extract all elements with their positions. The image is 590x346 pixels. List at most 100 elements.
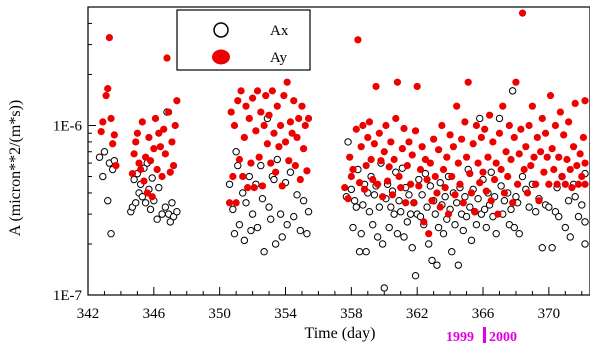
- ay-point: [267, 159, 275, 167]
- ay-point: [230, 121, 239, 130]
- ay-point: [303, 167, 311, 175]
- ay-point: [163, 54, 171, 62]
- ax-point: [370, 191, 379, 199]
- ay-point: [565, 118, 573, 126]
- ay-point: [400, 124, 408, 133]
- ax-point: [225, 180, 234, 188]
- ax-point: [431, 210, 439, 218]
- ax-point: [278, 233, 286, 241]
- ay-point: [453, 102, 461, 110]
- ax-point: [365, 208, 374, 216]
- ay-point: [538, 114, 546, 123]
- ax-point: [248, 210, 257, 218]
- ay-point: [574, 180, 583, 188]
- ay-point: [464, 78, 472, 86]
- ay-point: [502, 148, 510, 156]
- ax-point: [525, 203, 533, 211]
- ay-point: [235, 155, 244, 164]
- ay-point: [423, 175, 431, 184]
- ay-point: [392, 114, 400, 123]
- ax-point: [153, 215, 161, 223]
- ay-point: [150, 145, 158, 153]
- ay-point: [458, 135, 466, 143]
- ay-point: [268, 87, 276, 95]
- ax-point: [510, 223, 518, 232]
- ay-point: [523, 189, 532, 197]
- ay-point: [416, 165, 425, 174]
- ay-point: [130, 150, 138, 158]
- ay-point: [286, 118, 295, 126]
- ay-point: [168, 138, 176, 146]
- ay-point: [295, 114, 303, 123]
- ay-point: [387, 138, 395, 146]
- ay-point: [406, 180, 415, 188]
- ay-point: [443, 153, 451, 161]
- ax-point: [448, 248, 456, 256]
- ax-point: [425, 240, 433, 248]
- ax-point: [290, 212, 298, 221]
- ay-point: [383, 177, 392, 185]
- ax-point: [400, 233, 408, 241]
- ay-point: [532, 180, 540, 188]
- ay-point: [357, 143, 365, 151]
- ax-point: [286, 168, 295, 176]
- ay-point: [479, 168, 487, 176]
- ay-point: [379, 193, 387, 201]
- ax-point: [247, 226, 255, 235]
- ay-point: [513, 180, 522, 188]
- ay-point: [377, 157, 385, 165]
- year-label-1999: 1999: [446, 330, 474, 345]
- ay-point: [293, 133, 301, 142]
- year-boundary-marker: [483, 327, 486, 343]
- ax-point: [99, 172, 107, 181]
- ax-point: [369, 220, 377, 229]
- ax-point: [416, 212, 425, 221]
- ay-point: [489, 138, 497, 146]
- ax-point: [397, 208, 405, 216]
- ax-point: [240, 236, 249, 245]
- ay-point: [410, 199, 418, 207]
- ay-point: [459, 199, 467, 207]
- ax-point: [578, 201, 586, 209]
- year-label-2000: 2000: [489, 330, 517, 345]
- x-tick-label: 346: [143, 306, 166, 322]
- ax-point: [169, 212, 178, 221]
- x-tick-label: 350: [208, 306, 231, 322]
- x-tick-label: 366: [472, 306, 495, 322]
- ay-point: [300, 145, 308, 153]
- ay-point: [492, 159, 500, 167]
- ay-point: [466, 170, 474, 178]
- ay-point: [537, 148, 545, 156]
- ax-point: [581, 218, 589, 226]
- ax-point: [428, 256, 436, 265]
- ay-point: [239, 172, 247, 181]
- ay-point: [232, 199, 240, 207]
- ax-point: [355, 248, 364, 256]
- ax-point: [454, 261, 463, 269]
- ay-point: [252, 127, 260, 135]
- legend-marker-ay: [212, 49, 230, 65]
- ay-point: [551, 121, 560, 130]
- ax-point: [406, 210, 415, 218]
- ax-point: [257, 161, 265, 170]
- ax-point: [375, 203, 384, 211]
- ay-point: [374, 180, 382, 188]
- x-tick-label: 362: [406, 306, 429, 322]
- ay-point: [352, 125, 360, 133]
- ay-point: [281, 138, 290, 146]
- ay-point: [495, 129, 504, 137]
- ay-point: [272, 168, 280, 176]
- ay-point: [467, 189, 476, 197]
- ax-point: [232, 148, 240, 156]
- ay-point: [490, 175, 499, 184]
- ax-point: [230, 229, 239, 238]
- ay-point: [355, 179, 364, 187]
- ay-point: [398, 145, 406, 153]
- ay-point: [558, 172, 566, 181]
- ay-point: [359, 121, 367, 130]
- ax-point: [168, 199, 176, 207]
- ax-point: [234, 161, 242, 170]
- ay-point: [499, 102, 507, 110]
- ax-point: [487, 168, 495, 176]
- ay-point: [140, 177, 148, 185]
